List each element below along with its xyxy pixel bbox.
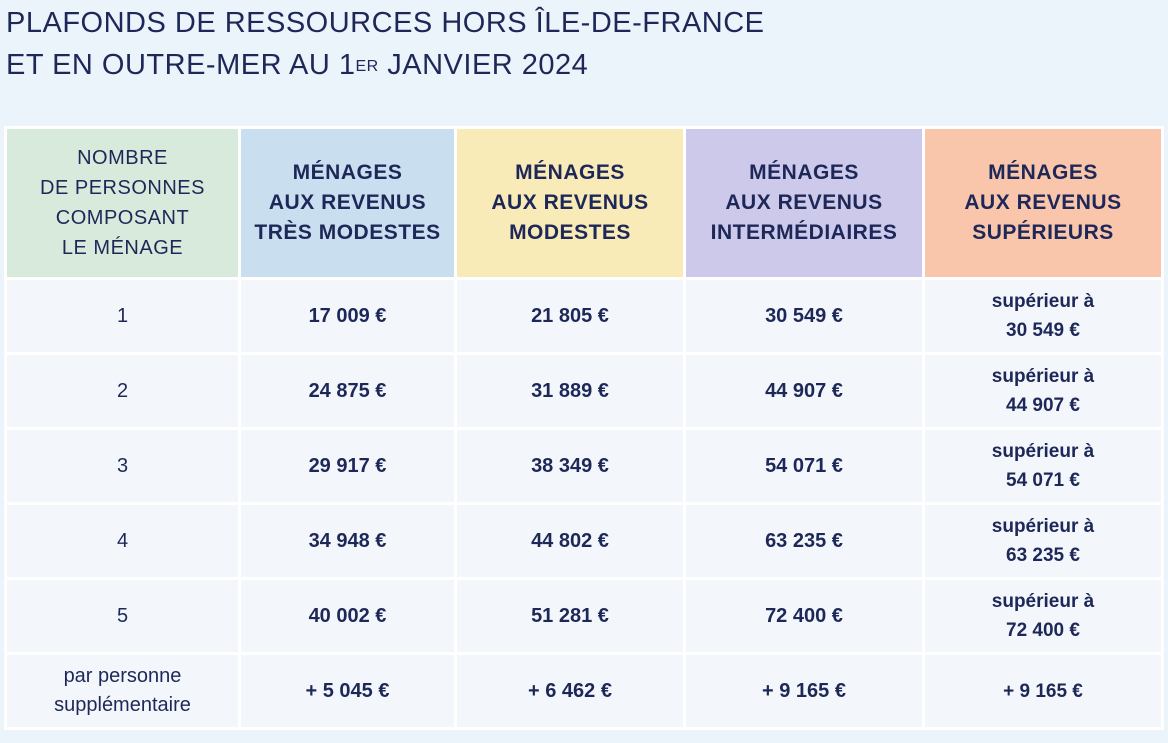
header-line: INTERMÉDIAIRES (710, 221, 898, 244)
income-ceiling-table: NOMBRE DE PERSONNES COMPOSANT LE MÉNAGE MÉNA… (4, 126, 1164, 730)
cell-modestes: 38 349 € (457, 430, 683, 502)
cell-persons: 5 (7, 580, 238, 652)
cell-line: 5 (116, 604, 129, 627)
cell-line: 63 235 € (1006, 545, 1080, 566)
page-title: PLAFONDS DE RESSOURCES HORS ÎLE-DE-FRANC… (6, 2, 765, 86)
title-line-2: ET EN OUTRE-MER AU 1ER JANVIER 2024 (6, 44, 765, 86)
cell-modestes: 51 281 € (457, 580, 683, 652)
cell-persons: 1 (7, 280, 238, 352)
cell-superieurs: supérieur à 63 235 € (925, 505, 1161, 577)
header-tres-modestes: MÉNAGES AUX REVENUS TRÈS MODESTES (241, 129, 454, 277)
header-persons: NOMBRE DE PERSONNES COMPOSANT LE MÉNAGE (7, 129, 238, 277)
cell-persons: par personne supplémentaire (7, 655, 238, 727)
cell-line: supplémentaire (54, 694, 191, 716)
cell-superieurs: supérieur à 54 071 € (925, 430, 1161, 502)
header-line: AUX REVENUS (268, 191, 427, 214)
title-line-1: PLAFONDS DE RESSOURCES HORS ÎLE-DE-FRANC… (6, 7, 765, 39)
cell-line: 44 907 € (1006, 395, 1080, 416)
table-row: 1 17 009 €21 805 €30 549 € supérieur à 30 5… (7, 280, 1161, 352)
header-line: MÉNAGES (515, 161, 625, 184)
cell-line: supérieur à (991, 291, 1095, 312)
cell-line: 54 071 € (1006, 470, 1080, 491)
cell-persons: 4 (7, 505, 238, 577)
cell-tres-modestes: + 5 045 € (241, 655, 454, 727)
table-body: 1 17 009 €21 805 €30 549 € supérieur à 30 5… (7, 280, 1161, 727)
cell-line: supérieur à (991, 516, 1095, 537)
cell-line: 30 549 € (1006, 320, 1080, 341)
table-row: 4 34 948 €44 802 €63 235 € supérieur à 63 2… (7, 505, 1161, 577)
title-line-2-end: JANVIER 2024 (378, 49, 589, 81)
header-line: NOMBRE (77, 147, 168, 169)
table-row: 5 40 002 €51 281 €72 400 € supérieur à 72 4… (7, 580, 1161, 652)
cell-superieurs: supérieur à 30 549 € (925, 280, 1161, 352)
cell-superieurs: supérieur à 44 907 € (925, 355, 1161, 427)
header-line: AUX REVENUS (491, 191, 649, 214)
header-modestes: MÉNAGES AUX REVENUS MODESTES (457, 129, 683, 277)
cell-intermediaires: 54 071 € (686, 430, 922, 502)
cell-line: 1 (116, 304, 129, 327)
cell-tres-modestes: 24 875 € (241, 355, 454, 427)
cell-line: 4 (116, 529, 129, 552)
header-line: MÉNAGES (749, 161, 859, 184)
cell-intermediaires: + 9 165 € (686, 655, 922, 727)
header-row: NOMBRE DE PERSONNES COMPOSANT LE MÉNAGE MÉNA… (7, 129, 1161, 277)
cell-tres-modestes: 40 002 € (241, 580, 454, 652)
cell-line: + 9 165 € (1003, 680, 1083, 702)
cell-tres-modestes: 17 009 € (241, 280, 454, 352)
cell-intermediaires: 30 549 € (686, 280, 922, 352)
cell-line: 72 400 € (1006, 620, 1080, 641)
header-superieurs: MÉNAGES AUX REVENUS SUPÉRIEURS (925, 129, 1161, 277)
table-row: 2 24 875 €31 889 €44 907 € supérieur à 44 9… (7, 355, 1161, 427)
cell-persons: 2 (7, 355, 238, 427)
cell-modestes: 21 805 € (457, 280, 683, 352)
cell-intermediaires: 63 235 € (686, 505, 922, 577)
cell-intermediaires: 72 400 € (686, 580, 922, 652)
cell-persons: 3 (7, 430, 238, 502)
cell-modestes: 31 889 € (457, 355, 683, 427)
cell-tres-modestes: 34 948 € (241, 505, 454, 577)
cell-line: 3 (116, 454, 129, 477)
header-line: MÉNAGES (988, 161, 1098, 184)
cell-line: 2 (116, 379, 129, 402)
header-line: AUX REVENUS (725, 191, 883, 214)
cell-superieurs: + 9 165 € (925, 655, 1161, 727)
header-line: LE MÉNAGE (61, 237, 184, 259)
header-line: DE PERSONNES (40, 177, 205, 199)
cell-line: supérieur à (991, 441, 1095, 462)
cell-line: supérieur à (991, 366, 1095, 387)
cell-superieurs: supérieur à 72 400 € (925, 580, 1161, 652)
cell-line: par personne (63, 665, 182, 687)
header-line: AUX REVENUS (964, 191, 1122, 214)
table-row: 3 29 917 €38 349 €54 071 € supérieur à 54 0… (7, 430, 1161, 502)
header-line: MODESTES (509, 221, 631, 244)
cell-modestes: 44 802 € (457, 505, 683, 577)
cell-line: supérieur à (991, 591, 1095, 612)
header-line: SUPÉRIEURS (972, 221, 1114, 244)
title-line-2-start: ET EN OUTRE-MER AU 1 (6, 49, 356, 81)
table-row: par personne supplémentaire + 5 045 € + 6 4… (7, 655, 1161, 727)
header-intermediaires: MÉNAGES AUX REVENUS INTERMÉDIAIRES (686, 129, 922, 277)
header-line: MÉNAGES (292, 161, 403, 184)
cell-intermediaires: 44 907 € (686, 355, 922, 427)
cell-modestes: + 6 462 € (457, 655, 683, 727)
cell-tres-modestes: 29 917 € (241, 430, 454, 502)
header-line: TRÈS MODESTES (254, 221, 441, 244)
header-line: COMPOSANT (55, 207, 190, 229)
title-superscript: ER (355, 58, 379, 75)
